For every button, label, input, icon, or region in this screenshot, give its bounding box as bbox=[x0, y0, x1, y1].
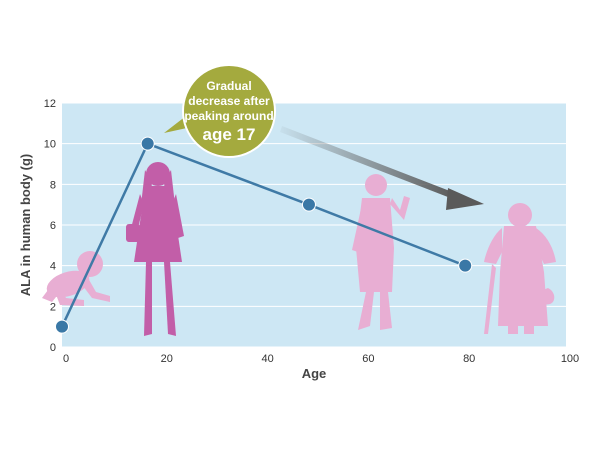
x-tick-4: 80 bbox=[463, 353, 475, 365]
x-tick-1: 20 bbox=[161, 353, 173, 365]
y-tick-4: 8 bbox=[50, 179, 56, 191]
data-series bbox=[55, 136, 473, 334]
y-tick-3: 6 bbox=[50, 220, 56, 232]
y-tick-labels: 0 2 4 6 8 10 12 bbox=[44, 98, 56, 354]
y-axis-title: ALA in human body (g) bbox=[18, 154, 33, 297]
x-tick-labels: 0 20 40 60 80 100 bbox=[63, 353, 579, 365]
x-axis-title: Age bbox=[302, 366, 327, 381]
x-tick-2: 40 bbox=[261, 353, 273, 365]
y-tick-2: 4 bbox=[50, 261, 56, 273]
data-point-1 bbox=[140, 136, 155, 151]
y-tick-1: 2 bbox=[50, 301, 56, 313]
annotation-line-4: age 17 bbox=[203, 125, 256, 144]
annotation-line-2: decrease after bbox=[188, 94, 270, 108]
data-point-2 bbox=[301, 197, 316, 212]
woman-waving-icon bbox=[352, 174, 410, 330]
data-point-0 bbox=[55, 319, 69, 334]
y-tick-5: 10 bbox=[44, 139, 56, 151]
x-tick-5: 100 bbox=[561, 353, 579, 365]
trend-arrow bbox=[280, 126, 484, 210]
y-tick-0: 0 bbox=[50, 342, 56, 354]
y-tick-6: 12 bbox=[44, 98, 56, 110]
series-line-0 bbox=[60, 142, 466, 328]
x-tick-3: 60 bbox=[362, 353, 374, 365]
annotation-bubble: Gradual decrease after peaking around ag… bbox=[164, 64, 276, 158]
annotation-line-1: Gradual bbox=[206, 79, 251, 93]
elderly-woman-cane-icon bbox=[484, 203, 556, 334]
data-point-3 bbox=[458, 258, 473, 273]
x-tick-0: 0 bbox=[63, 353, 69, 365]
annotation-line-3: peaking around bbox=[184, 109, 273, 123]
girl-icon bbox=[126, 162, 184, 336]
axis-labels: 0 20 40 60 80 100 0 2 4 6 8 10 12 Age ALA in human … bbox=[18, 98, 579, 381]
